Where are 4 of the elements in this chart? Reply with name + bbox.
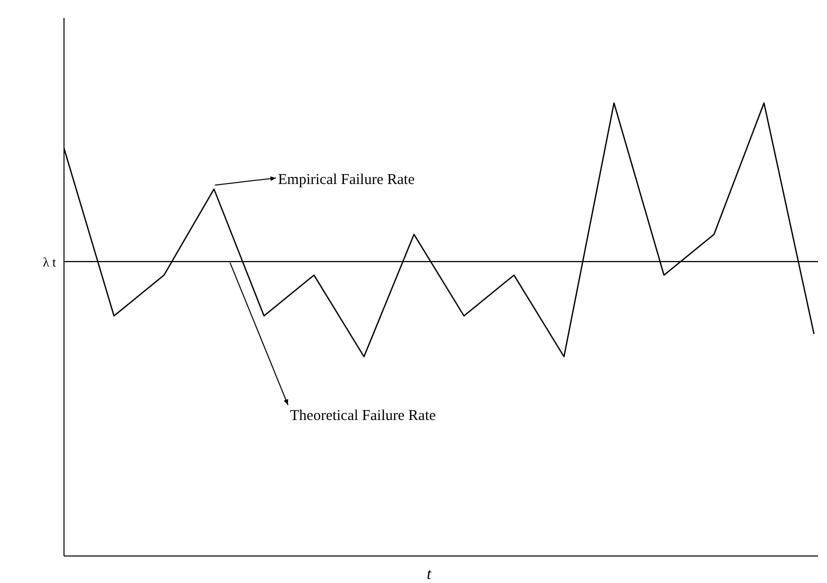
annotation: Empirical Failure Rate <box>278 172 415 188</box>
annotation: Theoretical Failure Rate <box>290 408 436 424</box>
ref-line-label: λ t <box>42 254 56 270</box>
x-axis-title: t <box>426 566 432 583</box>
